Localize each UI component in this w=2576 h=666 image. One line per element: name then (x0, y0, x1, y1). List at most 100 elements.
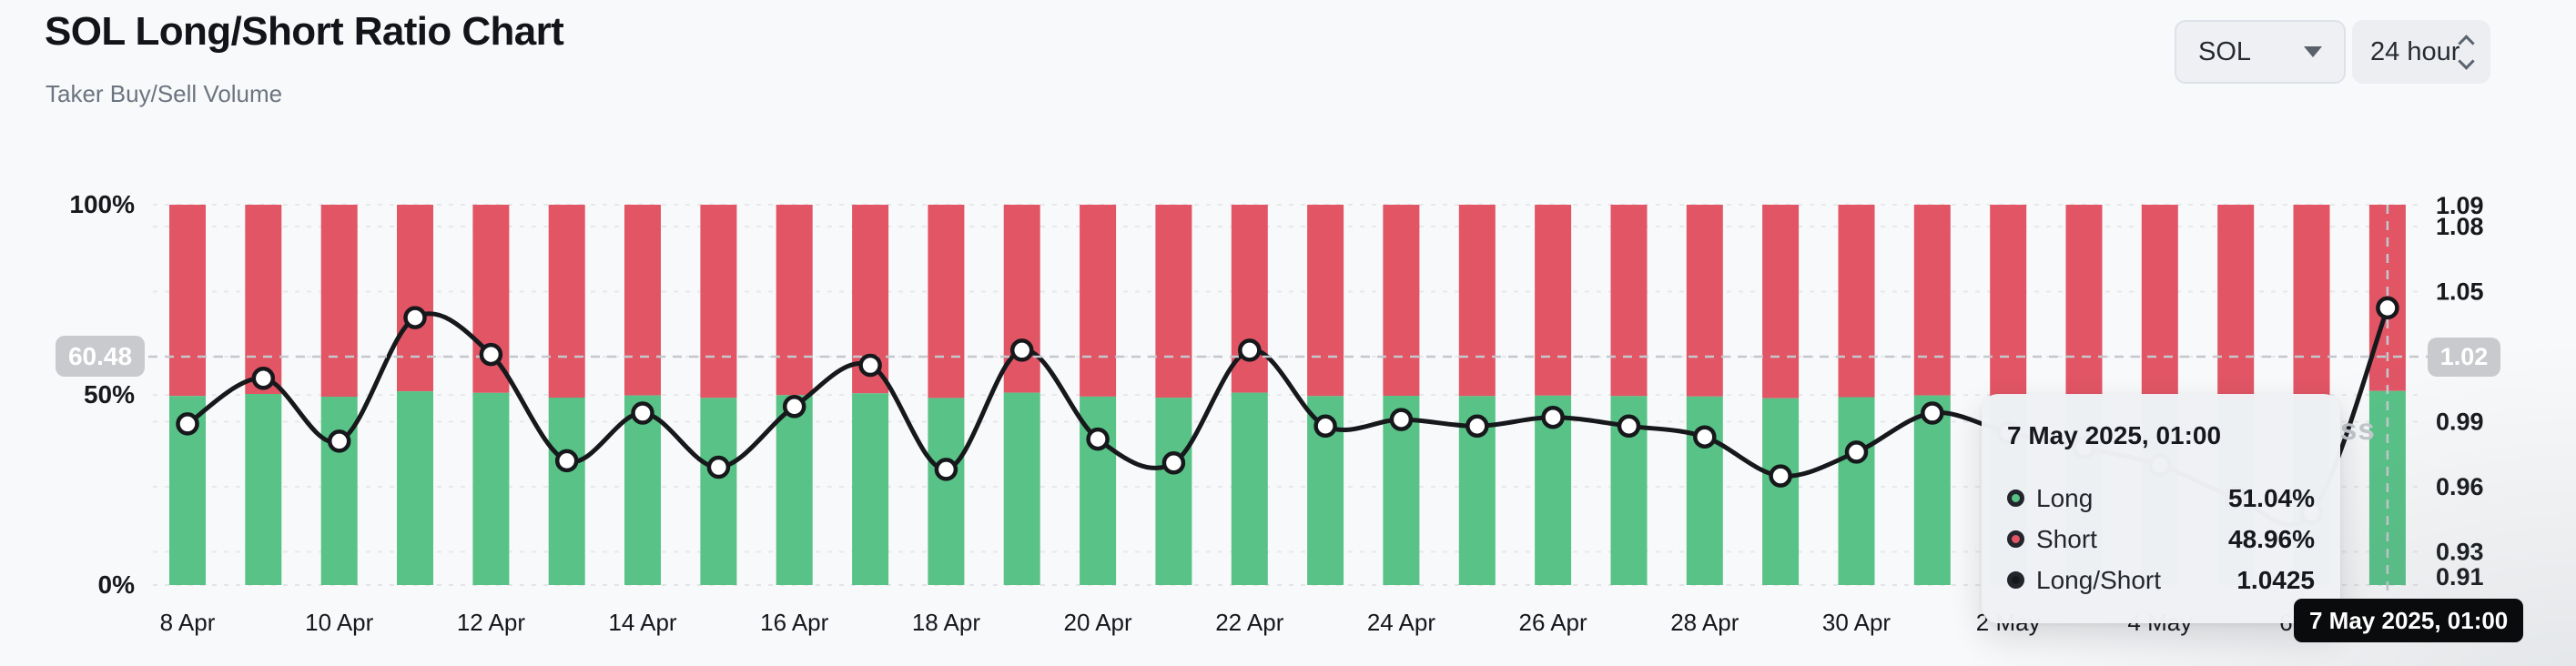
short-bar[interactable] (2141, 205, 2178, 399)
long-bar[interactable] (928, 398, 965, 585)
ratio-data-point[interactable] (251, 367, 276, 390)
ratio-data-point[interactable] (1541, 405, 1565, 429)
short-series-dot-icon (2007, 530, 2024, 548)
short-bar[interactable] (1610, 205, 1648, 397)
long-bar[interactable] (1838, 397, 1875, 586)
x-axis-label: 10 Apr (305, 609, 374, 636)
ratio-data-point[interactable] (479, 342, 503, 367)
long-bar[interactable] (1003, 392, 1040, 585)
crosshair-right-value-badge: 1.02 (2428, 338, 2500, 377)
ratio-data-point[interactable] (1389, 408, 1414, 431)
interval-select[interactable]: 24 hour (2352, 20, 2490, 84)
symbol-select[interactable]: SOL (2175, 20, 2346, 84)
chevron-down-icon (2458, 52, 2475, 70)
long-bar[interactable] (1155, 398, 1192, 585)
long-bar[interactable] (624, 395, 661, 585)
right-axis-tick: 0.91 (2436, 563, 2484, 590)
caret-down-icon (2304, 46, 2322, 57)
chart-tooltip: 7 May 2025, 01:00 Long 51.04% Short 48.9… (1982, 394, 2340, 623)
short-bar[interactable] (1913, 205, 1951, 396)
short-bar[interactable] (1686, 205, 1723, 397)
short-bar[interactable] (1458, 205, 1496, 397)
ratio-data-point[interactable] (1769, 464, 1792, 488)
right-axis-tick: 0.99 (2436, 409, 2484, 436)
ratio-data-point[interactable] (176, 412, 199, 436)
x-axis-label: 30 Apr (1822, 609, 1891, 636)
ratio-data-point[interactable] (1617, 414, 1641, 439)
ratio-data-point[interactable] (1009, 338, 1034, 362)
x-axis-label: 20 Apr (1064, 609, 1133, 636)
long-bar[interactable] (776, 395, 813, 585)
short-bar[interactable] (548, 205, 585, 398)
long-bar[interactable] (320, 397, 358, 585)
ratio-data-point[interactable] (403, 306, 427, 329)
short-bar[interactable] (2293, 205, 2330, 400)
long-bar[interactable] (472, 392, 510, 585)
tooltip-long-label: Long (2036, 483, 2094, 512)
long-bar[interactable] (1686, 396, 1723, 585)
ratio-data-point[interactable] (1844, 440, 1869, 464)
chevron-up-icon (2458, 34, 2475, 52)
ratio-data-point[interactable] (858, 353, 882, 378)
long-bar[interactable] (852, 393, 889, 585)
short-bar[interactable] (1383, 205, 1420, 396)
short-bar[interactable] (700, 205, 737, 399)
short-bar[interactable] (1231, 205, 1268, 393)
short-bar[interactable] (928, 205, 965, 399)
ratio-data-point[interactable] (1921, 401, 1944, 425)
ratio-data-point[interactable] (1238, 338, 1262, 362)
short-bar[interactable] (320, 205, 358, 397)
short-bar[interactable] (1080, 205, 1117, 397)
left-axis-tick: 0% (98, 570, 136, 599)
ratio-data-point[interactable] (554, 449, 579, 473)
long-bar[interactable] (245, 394, 282, 585)
long-bar[interactable] (397, 391, 433, 585)
long-bar[interactable] (700, 398, 737, 585)
ratio-data-point[interactable] (934, 458, 958, 481)
ratio-data-point[interactable] (1086, 427, 1110, 451)
long-series-dot-icon (2007, 489, 2024, 507)
short-bar[interactable] (1307, 205, 1344, 397)
ratio-data-point[interactable] (706, 455, 731, 479)
short-bar[interactable] (1535, 205, 1572, 396)
short-bar[interactable] (2217, 205, 2255, 399)
long-bar[interactable] (548, 398, 585, 585)
short-bar[interactable] (1990, 205, 2027, 397)
ratio-data-point[interactable] (1313, 414, 1337, 439)
watermark-text: ss (2340, 412, 2376, 446)
symbol-select-value: SOL (2198, 36, 2252, 66)
short-bar[interactable] (1838, 205, 1875, 398)
long-bar[interactable] (1913, 395, 1951, 585)
ratio-data-point[interactable] (1161, 451, 1186, 475)
tooltip-row-long: Long 51.04% (2007, 478, 2315, 519)
short-bar[interactable] (169, 205, 206, 397)
x-axis-label: 26 Apr (1519, 609, 1588, 636)
long-bar[interactable] (1231, 392, 1268, 585)
short-bar[interactable] (245, 205, 282, 394)
ratio-data-point[interactable] (631, 401, 654, 425)
ratio-series-dot-icon (2007, 571, 2024, 589)
x-axis-label: 24 Apr (1367, 609, 1436, 636)
short-bar[interactable] (624, 205, 661, 396)
right-axis-tick: 1.05 (2436, 278, 2484, 306)
short-bar[interactable] (397, 205, 433, 392)
page-subtitle: Taker Buy/Sell Volume (46, 80, 283, 107)
ratio-data-point[interactable] (2376, 296, 2399, 320)
ratio-data-point[interactable] (782, 395, 806, 419)
right-axis-tick: 0.93 (2436, 539, 2484, 566)
up-down-chevrons-icon (2458, 34, 2475, 70)
x-axis-label: 8 Apr (160, 609, 216, 636)
tooltip-short-value: 48.96% (2228, 524, 2315, 553)
ratio-data-point[interactable] (1465, 414, 1489, 439)
tooltip-long-value: 51.04% (2228, 483, 2315, 512)
ratio-data-point[interactable] (1693, 425, 1717, 449)
tooltip-row-ratio: Long/Short 1.0425 (2007, 560, 2315, 600)
ratio-data-point[interactable] (327, 429, 351, 453)
short-bar[interactable] (776, 205, 813, 396)
short-bar[interactable] (1155, 205, 1192, 399)
long-bar[interactable] (1762, 398, 1800, 585)
short-bar[interactable] (2065, 205, 2103, 398)
short-bar[interactable] (1762, 205, 1800, 399)
